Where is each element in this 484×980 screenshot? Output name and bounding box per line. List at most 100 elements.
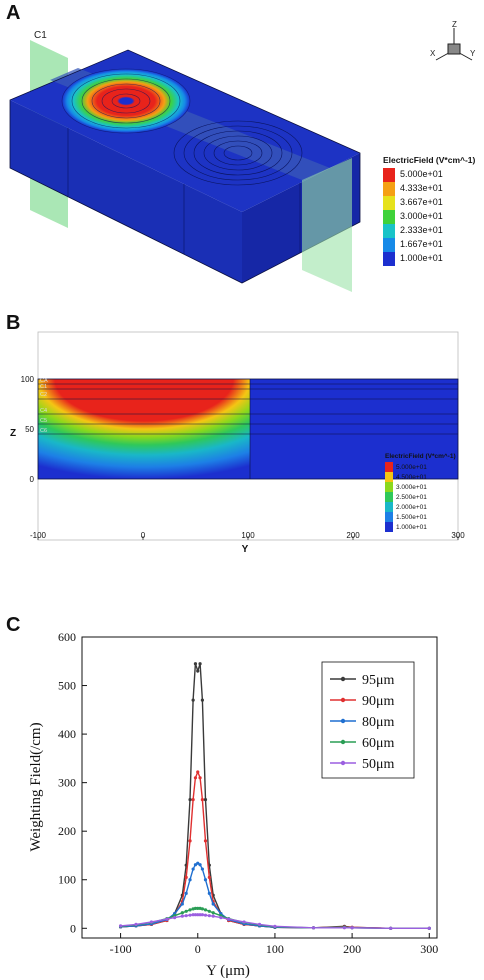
- series-point: [134, 922, 138, 927]
- legend-a-label: 1.667e+01: [400, 239, 443, 249]
- series-point: [203, 908, 208, 912]
- pixel-rings-left: [61, 68, 191, 134]
- series-point: [203, 839, 208, 843]
- series-point: [427, 926, 431, 930]
- series-point: [342, 926, 346, 930]
- chart-ytick-label: 500: [58, 679, 76, 693]
- chart-xtick-label: 300: [420, 942, 438, 956]
- chart-ytick-label: 0: [70, 921, 76, 935]
- legend-marker: [340, 760, 346, 766]
- legend-a-swatch: [383, 224, 395, 238]
- series-point: [203, 798, 208, 802]
- plot-b-xlabel: Y: [242, 544, 249, 555]
- series-point: [207, 909, 211, 913]
- layer-label: C6: [40, 428, 47, 434]
- series-point: [193, 913, 198, 917]
- legend-b-swatch: [385, 492, 393, 502]
- series-point: [180, 914, 184, 918]
- layer-label: C5: [40, 418, 47, 424]
- series-point: [188, 908, 192, 912]
- legend-a-swatch: [383, 210, 395, 224]
- legend-label: 95μm: [362, 673, 395, 688]
- electric-field-hotspot: [62, 69, 190, 133]
- legend-marker: [340, 697, 346, 703]
- plot-b-xtick-label: -100: [30, 531, 47, 540]
- chart-ticks: -100 0 100 200 300 0 100 200 300 400 500 600: [58, 630, 438, 956]
- axes-triad: [435, 28, 473, 61]
- chart-ytick-label: 300: [58, 776, 76, 790]
- chart-ylabel: Weighting Field(/cm): [28, 722, 44, 851]
- legend-b-label: 3.000e+01: [396, 484, 427, 491]
- chart-legend: 95μm 90μm 80μm 60μm 50μm: [330, 673, 395, 772]
- series-point: [184, 875, 188, 879]
- series-point: [200, 867, 204, 871]
- layer-label: C1: [40, 384, 47, 390]
- series-point: [211, 902, 215, 906]
- series-point: [350, 926, 354, 930]
- series-point: [184, 909, 188, 913]
- legend-label: 50μm: [362, 757, 395, 772]
- legend-b-label: 2.500e+01: [396, 494, 427, 501]
- chart-legend-box: [321, 661, 415, 779]
- series-point: [184, 914, 188, 918]
- series-point: [207, 875, 211, 879]
- panel-a-3d-field-plot: C1 Z X Y ElectricField (V*cm^-1) 5.000e+…: [9, 20, 476, 292]
- series-point: [188, 798, 192, 802]
- legend-label: 90μm: [362, 694, 395, 709]
- legend-a-swatch: [383, 168, 395, 182]
- layer-label: C4: [40, 408, 47, 414]
- legend-a-label: 3.000e+01: [400, 211, 443, 221]
- plot-b-xtick-label: 200: [346, 531, 360, 540]
- series-point: [198, 662, 202, 666]
- legend-b-swatch: [385, 472, 393, 482]
- legend-b-label: 1.000e+01: [396, 524, 427, 531]
- field-hotspot: [38, 379, 250, 479]
- legend-a-label: 2.333e+01: [400, 225, 443, 235]
- series-point: [200, 698, 204, 702]
- series-point: [165, 917, 169, 921]
- series-point: [200, 913, 204, 917]
- legend-b-swatch: [385, 482, 393, 492]
- plot-b-ytick-label: 100: [21, 375, 35, 384]
- legend-marker: [340, 718, 346, 724]
- series-point: [257, 922, 262, 927]
- series-point: [198, 776, 202, 780]
- chart-ytick-label: 200: [58, 824, 76, 838]
- pixel-rings-right: [173, 120, 303, 186]
- axis-y-label: Y: [470, 49, 476, 58]
- legend-b-swatch: [385, 502, 393, 512]
- legend-a-label: 4.333e+01: [400, 183, 443, 193]
- panel-a-letter: A: [6, 2, 21, 24]
- series-point: [180, 902, 184, 906]
- series-point: [191, 867, 195, 871]
- legend-a-label: 1.000e+01: [400, 253, 443, 263]
- series-point: [196, 913, 200, 917]
- series-point: [207, 891, 211, 895]
- plot-b-ticks: -100 0 100 200 300 100 50 0: [21, 375, 465, 540]
- block-outline: [9, 49, 361, 284]
- legend-a-swatch: [383, 252, 395, 266]
- plot-b-xtick-label: 100: [241, 531, 255, 540]
- series-point: [203, 913, 208, 917]
- chart-ytick-label: 100: [58, 873, 76, 887]
- legend-b-swatch: [385, 522, 393, 532]
- series-point: [273, 924, 277, 928]
- plot-b-ytick-label: 0: [30, 475, 35, 484]
- series-point: [118, 924, 123, 928]
- plot-b-ytick-label: 50: [25, 425, 34, 434]
- legend-a-title: ElectricField (V*cm^-1): [383, 155, 476, 165]
- cut-plane-front: [302, 158, 352, 292]
- series-point: [219, 916, 223, 920]
- series-point: [188, 878, 192, 882]
- chart-xtick-label: 200: [343, 942, 361, 956]
- chart-xtick-label: 100: [266, 942, 284, 956]
- chart-xlabel: Y (μm): [206, 963, 250, 979]
- series-point: [149, 920, 154, 924]
- legend-label: 60μm: [362, 736, 395, 751]
- series-point: [193, 863, 198, 867]
- series-point: [198, 863, 202, 867]
- chart-ytick-label: 400: [58, 727, 76, 741]
- legend-b-label: 5.000e+01: [396, 464, 427, 471]
- legend-a-label: 5.000e+01: [400, 169, 443, 179]
